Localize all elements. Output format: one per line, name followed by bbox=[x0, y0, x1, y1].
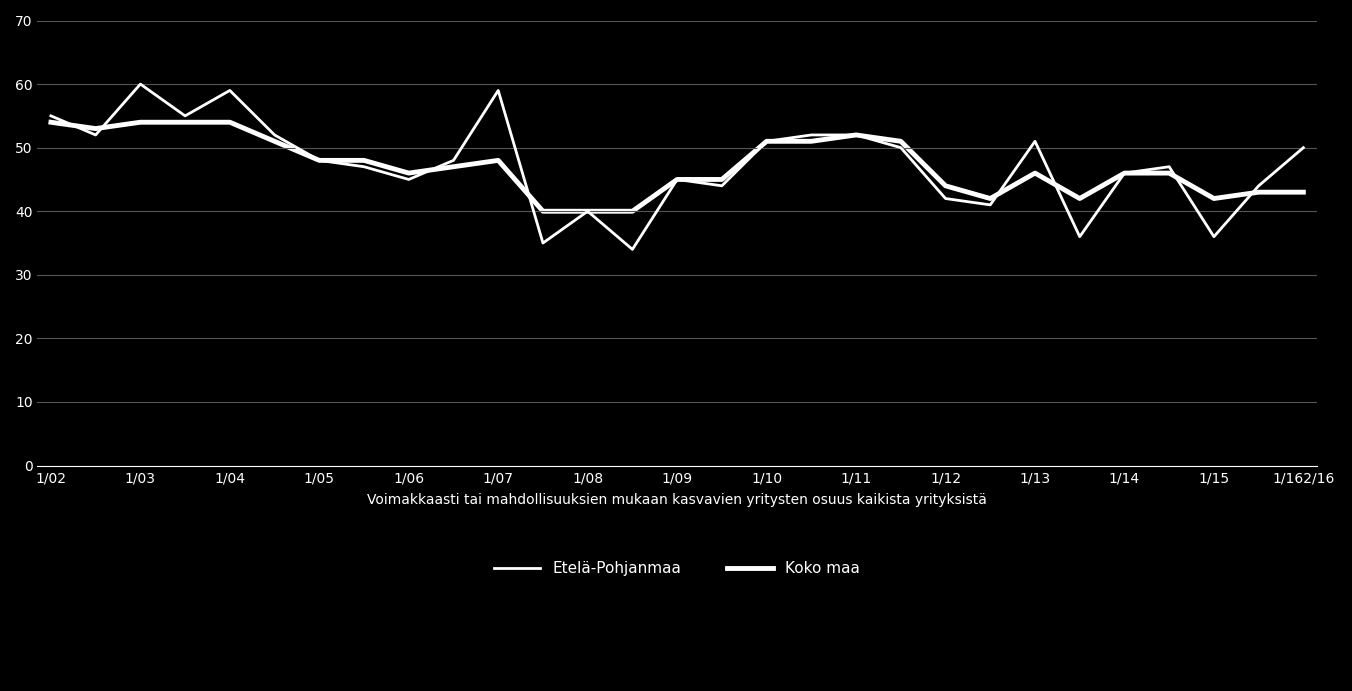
Etelä-Pohjanmaa bbox=[535, 239, 552, 247]
Koko maa bbox=[356, 156, 372, 164]
Etelä-Pohjanmaa bbox=[132, 80, 149, 88]
Koko maa bbox=[714, 176, 730, 184]
Koko maa bbox=[88, 124, 104, 133]
Etelä-Pohjanmaa bbox=[625, 245, 641, 254]
Koko maa bbox=[222, 118, 238, 126]
Etelä-Pohjanmaa bbox=[1072, 233, 1088, 241]
Etelä-Pohjanmaa bbox=[937, 194, 953, 202]
Koko maa bbox=[892, 137, 909, 145]
Etelä-Pohjanmaa bbox=[892, 144, 909, 152]
Etelä-Pohjanmaa bbox=[356, 162, 372, 171]
Koko maa bbox=[803, 137, 819, 145]
Etelä-Pohjanmaa bbox=[177, 112, 193, 120]
Koko maa bbox=[982, 194, 998, 202]
Etelä-Pohjanmaa bbox=[669, 176, 685, 184]
Etelä-Pohjanmaa bbox=[714, 182, 730, 190]
Koko maa bbox=[758, 137, 775, 145]
Koko maa bbox=[669, 176, 685, 184]
Etelä-Pohjanmaa bbox=[1206, 233, 1222, 241]
Koko maa bbox=[1117, 169, 1133, 177]
Etelä-Pohjanmaa bbox=[1028, 137, 1044, 145]
Etelä-Pohjanmaa bbox=[400, 176, 416, 184]
Koko maa bbox=[43, 118, 59, 126]
Koko maa bbox=[1072, 194, 1088, 202]
Line: Etelä-Pohjanmaa: Etelä-Pohjanmaa bbox=[51, 84, 1303, 249]
Etelä-Pohjanmaa bbox=[803, 131, 819, 139]
Etelä-Pohjanmaa bbox=[1251, 182, 1267, 190]
X-axis label: Voimakkaasti tai mahdollisuuksien mukaan kasvavien yritysten osuus kaikista yrit: Voimakkaasti tai mahdollisuuksien mukaan… bbox=[368, 493, 987, 507]
Etelä-Pohjanmaa bbox=[1117, 169, 1133, 177]
Koko maa bbox=[580, 207, 596, 216]
Etelä-Pohjanmaa bbox=[982, 201, 998, 209]
Etelä-Pohjanmaa bbox=[1161, 162, 1178, 171]
Etelä-Pohjanmaa bbox=[222, 86, 238, 95]
Etelä-Pohjanmaa bbox=[43, 112, 59, 120]
Etelä-Pohjanmaa bbox=[445, 156, 461, 164]
Koko maa bbox=[266, 137, 283, 145]
Koko maa bbox=[848, 131, 864, 139]
Koko maa bbox=[445, 162, 461, 171]
Etelä-Pohjanmaa bbox=[491, 86, 507, 95]
Etelä-Pohjanmaa bbox=[848, 131, 864, 139]
Koko maa bbox=[1028, 169, 1044, 177]
Line: Koko maa: Koko maa bbox=[51, 122, 1303, 211]
Koko maa bbox=[937, 182, 953, 190]
Koko maa bbox=[311, 156, 327, 164]
Etelä-Pohjanmaa bbox=[266, 131, 283, 139]
Etelä-Pohjanmaa bbox=[1295, 144, 1311, 152]
Etelä-Pohjanmaa bbox=[311, 156, 327, 164]
Koko maa bbox=[1295, 188, 1311, 196]
Koko maa bbox=[177, 118, 193, 126]
Koko maa bbox=[400, 169, 416, 177]
Legend: Etelä-Pohjanmaa, Koko maa: Etelä-Pohjanmaa, Koko maa bbox=[488, 556, 867, 583]
Koko maa bbox=[1206, 194, 1222, 202]
Koko maa bbox=[535, 207, 552, 216]
Koko maa bbox=[132, 118, 149, 126]
Etelä-Pohjanmaa bbox=[88, 131, 104, 139]
Koko maa bbox=[625, 207, 641, 216]
Koko maa bbox=[1251, 188, 1267, 196]
Etelä-Pohjanmaa bbox=[758, 137, 775, 145]
Etelä-Pohjanmaa bbox=[580, 207, 596, 216]
Koko maa bbox=[491, 156, 507, 164]
Koko maa bbox=[1161, 169, 1178, 177]
